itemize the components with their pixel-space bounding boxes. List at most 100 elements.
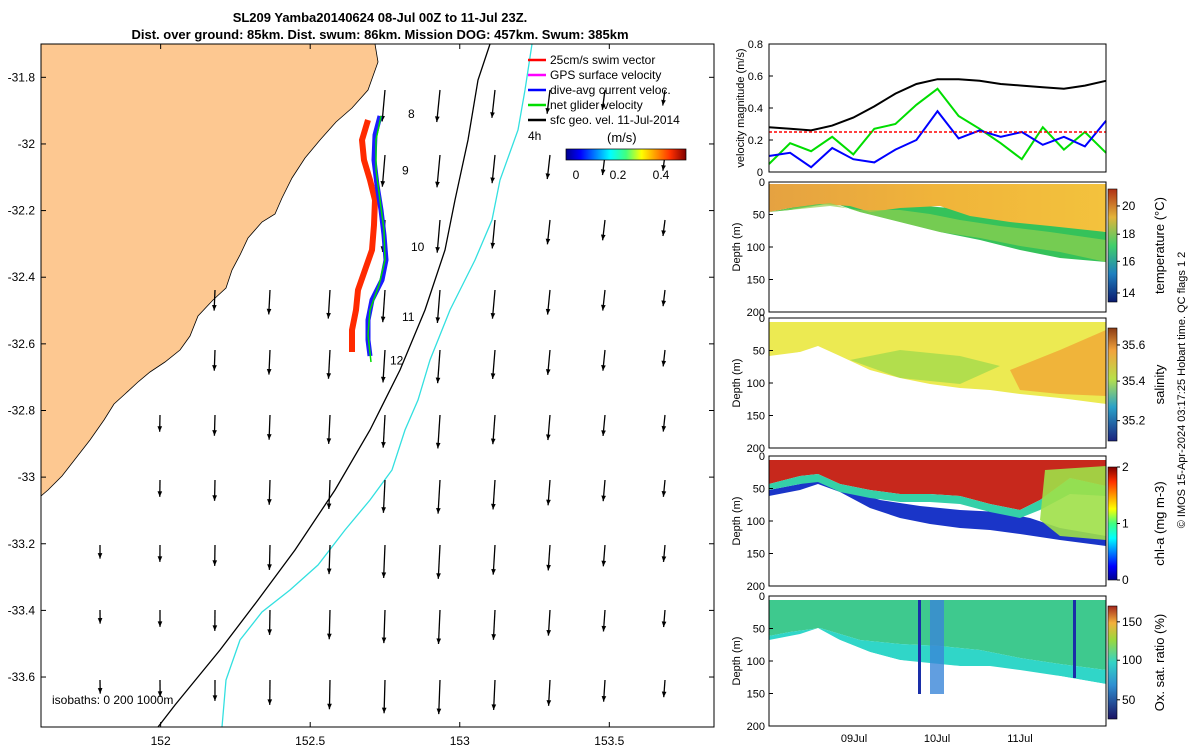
map-ytick-label: -32.2 [8, 204, 36, 218]
geo-velocity-arrowhead [381, 572, 387, 578]
geo-velocity-arrowhead [97, 688, 103, 694]
geo-velocity-arrowhead [436, 708, 442, 715]
geo-velocity-arrowhead [97, 618, 103, 624]
geo-velocity-arrowhead [436, 507, 441, 514]
geo-velocity-arrow [438, 679, 441, 715]
colorbar-tick-label: 150 [1122, 615, 1142, 629]
depth-tick-label: 200 [747, 581, 765, 593]
map-ytick-label: -32.8 [8, 403, 36, 417]
depth-axis-label: Depth (m) [731, 637, 743, 686]
velocity-ytick-label: 0.2 [748, 135, 763, 147]
isobath-legend-label: isobaths: 0 200 1000m [52, 693, 173, 707]
colorbar-title: temperature (°C) [1152, 197, 1167, 294]
salinity-section-panel [768, 317, 1107, 449]
glider-day-labels: 8 9 10 11 12 [390, 107, 425, 368]
geo-velocity-arrowhead [212, 365, 217, 371]
geo-velocity-arrowhead [266, 434, 272, 440]
depth-tick-label: 100 [747, 378, 765, 390]
geo-velocity-arrowhead [661, 491, 667, 497]
map-xtick-label: 152 [151, 734, 171, 748]
depth-tick-label: 150 [747, 689, 765, 701]
depth-tick-label: 200 [747, 307, 765, 319]
geo-velocity-arrowhead [490, 242, 496, 249]
colorbar-tick-label: 16 [1122, 254, 1136, 268]
depth-tick-label: 50 [753, 210, 765, 222]
salinity-seafloor-mask [769, 346, 1106, 448]
geo-velocity-arrowhead [266, 308, 272, 315]
velocity-plot-background [769, 44, 1106, 172]
colorbar-tick-label: 14 [1122, 286, 1136, 300]
isobath-lines [157, 44, 533, 727]
map-xtick-label: 153.5 [594, 734, 624, 748]
speed-colorbar-tick-2: 0.4 [653, 168, 670, 182]
legend-entry: net glider velocity [550, 98, 643, 112]
geo-velocity-arrowhead [326, 438, 332, 444]
temperature-colorbar [1107, 188, 1118, 303]
colorbar-tick-label: 20 [1122, 199, 1136, 213]
legend-entry: dive-avg current veloc. [550, 83, 671, 97]
depth-axes: 0 50 100 150 200 Depth (m) 0 50 100 150 200 Depth (… [731, 177, 773, 733]
map-ytick-label: -32.4 [8, 270, 36, 284]
colorbar-tick-label: 1 [1122, 517, 1129, 531]
geo-velocity-arrow [437, 544, 441, 579]
colorbar-title: salinity [1152, 364, 1167, 404]
salinity-low-patch [850, 350, 1000, 384]
velocity-series-line [768, 87, 1107, 165]
speed-colorbar-tick-1: 0.2 [610, 168, 627, 182]
geo-velocity-arrowhead [490, 112, 495, 118]
oxygen-low-streak-1 [918, 600, 921, 694]
geo-velocity-arrowhead [661, 164, 666, 171]
geo-velocity-arrow [437, 479, 441, 514]
colorbar-title: Ox. sat. ratio (%) [1152, 614, 1167, 712]
depth-tick-label: 50 [753, 484, 765, 496]
geo-velocity-arrowhead [212, 495, 218, 501]
geo-velocity-arrowhead [661, 99, 666, 106]
day-label: 10 [411, 240, 425, 254]
salinity-high-core [1010, 330, 1106, 396]
map-title-line1: SL209 Yamba20140624 08-Jul 00Z to 11-Jul… [232, 10, 528, 25]
oxygen-low-streak-3 [1073, 600, 1076, 678]
colorbar-tick-label: 35.4 [1122, 374, 1146, 388]
time-tick-10jul: 10Jul [924, 733, 950, 745]
oxygen-section-panel [768, 595, 1107, 727]
depth-tick-label: 0 [759, 177, 765, 189]
colorbar-tick-label: 35.2 [1122, 414, 1146, 428]
geo-velocity-arrowhead [545, 173, 551, 180]
speed-colorbar-gradient [565, 148, 687, 161]
oxygen-colorbar [1107, 605, 1118, 720]
geo-velocity-arrow [437, 609, 441, 645]
geo-velocity-arrowhead [212, 625, 218, 631]
depth-tick-label: 200 [747, 721, 765, 733]
geo-velocity-arrowhead [157, 426, 163, 432]
chlorophyll-surface-high [769, 460, 1106, 510]
chlorophyll-colorbar [1107, 466, 1118, 581]
depth-tick-label: 0 [759, 313, 765, 325]
geo-velocity-arrowhead [157, 491, 163, 497]
map-ytick-label: -33.2 [8, 537, 36, 551]
geo-velocity-arrowhead [326, 568, 332, 575]
geo-velocity-arrowhead [381, 507, 387, 513]
colorbar-tick-label: 100 [1122, 653, 1142, 667]
geo-velocity-arrowhead [436, 638, 442, 645]
geo-velocity-arrowhead [661, 300, 667, 307]
geo-velocity-arrowhead [601, 365, 606, 371]
geostrophic-velocity-arrows [97, 89, 667, 715]
chlorophyll-section-panel [768, 455, 1107, 587]
geo-velocity-arrowhead [212, 560, 218, 566]
velocity-series-lines [768, 78, 1107, 169]
map-ytick-label: -32 [18, 137, 36, 151]
isobath-marker-label: 4h [528, 129, 541, 143]
geo-velocity-arrowhead [381, 707, 387, 714]
map-title-line2: Dist. over ground: 85km. Dist. swum: 86k… [131, 27, 629, 42]
geo-velocity-arrowhead [327, 633, 332, 640]
temperature-section-panel [768, 181, 1107, 313]
isobath-200m [157, 44, 491, 727]
geo-velocity-arrowhead [661, 556, 667, 562]
map-ytick-label: -33 [18, 470, 36, 484]
geo-velocity-arrowhead [661, 621, 667, 628]
chlorophyll-transition-band [769, 474, 1106, 518]
geo-velocity-arrowhead [212, 304, 217, 311]
geo-velocity-arrowhead [435, 317, 441, 323]
velocity-ylabel: velocity magnitude (m/s) [735, 48, 747, 167]
